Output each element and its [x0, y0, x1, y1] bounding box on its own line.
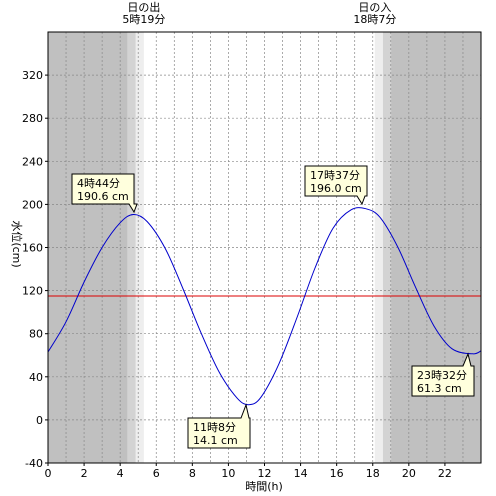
x-tick-label: 16 — [330, 467, 344, 480]
plot-frame — [47, 31, 482, 464]
annotation-time: 11時8分 — [193, 421, 236, 434]
tide-series-line — [47, 207, 482, 406]
y-axis-ticks: -40 0 40 80 120 160 200 240 280 320 — [22, 69, 48, 470]
annotation-time: 17時37分 — [310, 169, 360, 182]
y-tick-label: 0 — [36, 414, 43, 427]
twilight-band-evening-outer — [382, 32, 392, 463]
x-tick-label: 6 — [153, 467, 160, 480]
twilight-band-morning-inner — [135, 32, 144, 463]
y-tick-label: 200 — [22, 198, 43, 211]
annotation-level: 61.3 cm — [417, 382, 462, 395]
sunset-label: 日の入 — [358, 1, 391, 14]
x-tick-label: 18 — [366, 467, 380, 480]
sunrise-time-label: 5時19分 — [122, 13, 165, 26]
y-tick-label: 120 — [22, 285, 43, 298]
twilight-band-evening-inner — [374, 32, 383, 463]
x-tick-label: 8 — [189, 467, 196, 480]
x-axis-label: 時間(h) — [245, 480, 283, 493]
annotation-level: 14.1 cm — [193, 434, 238, 447]
y-tick-label: 280 — [22, 112, 43, 125]
x-axis-ticks: 0 2 4 6 8 10 12 14 16 18 20 22 — [45, 463, 452, 480]
annotation-level: 190.6 cm — [77, 190, 129, 203]
annotation-box — [411, 352, 475, 397]
x-tick-label: 22 — [438, 467, 452, 480]
twilight-band-morning-outer — [127, 32, 136, 463]
annotation-time: 4時44分 — [77, 177, 120, 190]
y-axis-label: 水位(cm) — [10, 220, 24, 267]
x-tick-label: 4 — [117, 467, 124, 480]
y-tick-label: -40 — [25, 457, 43, 470]
y-tick-label: 40 — [29, 371, 43, 384]
sunset-time-label: 18時7分 — [353, 13, 396, 26]
x-tick-label: 0 — [45, 467, 52, 480]
x-tick-label: 14 — [294, 467, 308, 480]
night-band-morning — [48, 32, 128, 463]
annotation-box — [304, 165, 368, 206]
y-tick-label: 80 — [29, 328, 43, 341]
x-tick-label: 2 — [81, 467, 88, 480]
annotation-box — [71, 173, 138, 214]
annotation-time: 23時32分 — [417, 369, 467, 382]
x-tick-label: 20 — [402, 467, 416, 480]
sunrise-label: 日の出 — [127, 0, 160, 14]
annotation-level: 196.0 cm — [310, 182, 362, 195]
y-tick-label: 320 — [22, 69, 43, 82]
x-tick-label: 10 — [221, 467, 235, 480]
annotation-box — [187, 403, 251, 449]
y-tick-label: 160 — [22, 242, 43, 255]
x-tick-label: 12 — [258, 467, 272, 480]
grid-lines — [48, 32, 481, 463]
y-tick-label: 240 — [22, 155, 43, 168]
